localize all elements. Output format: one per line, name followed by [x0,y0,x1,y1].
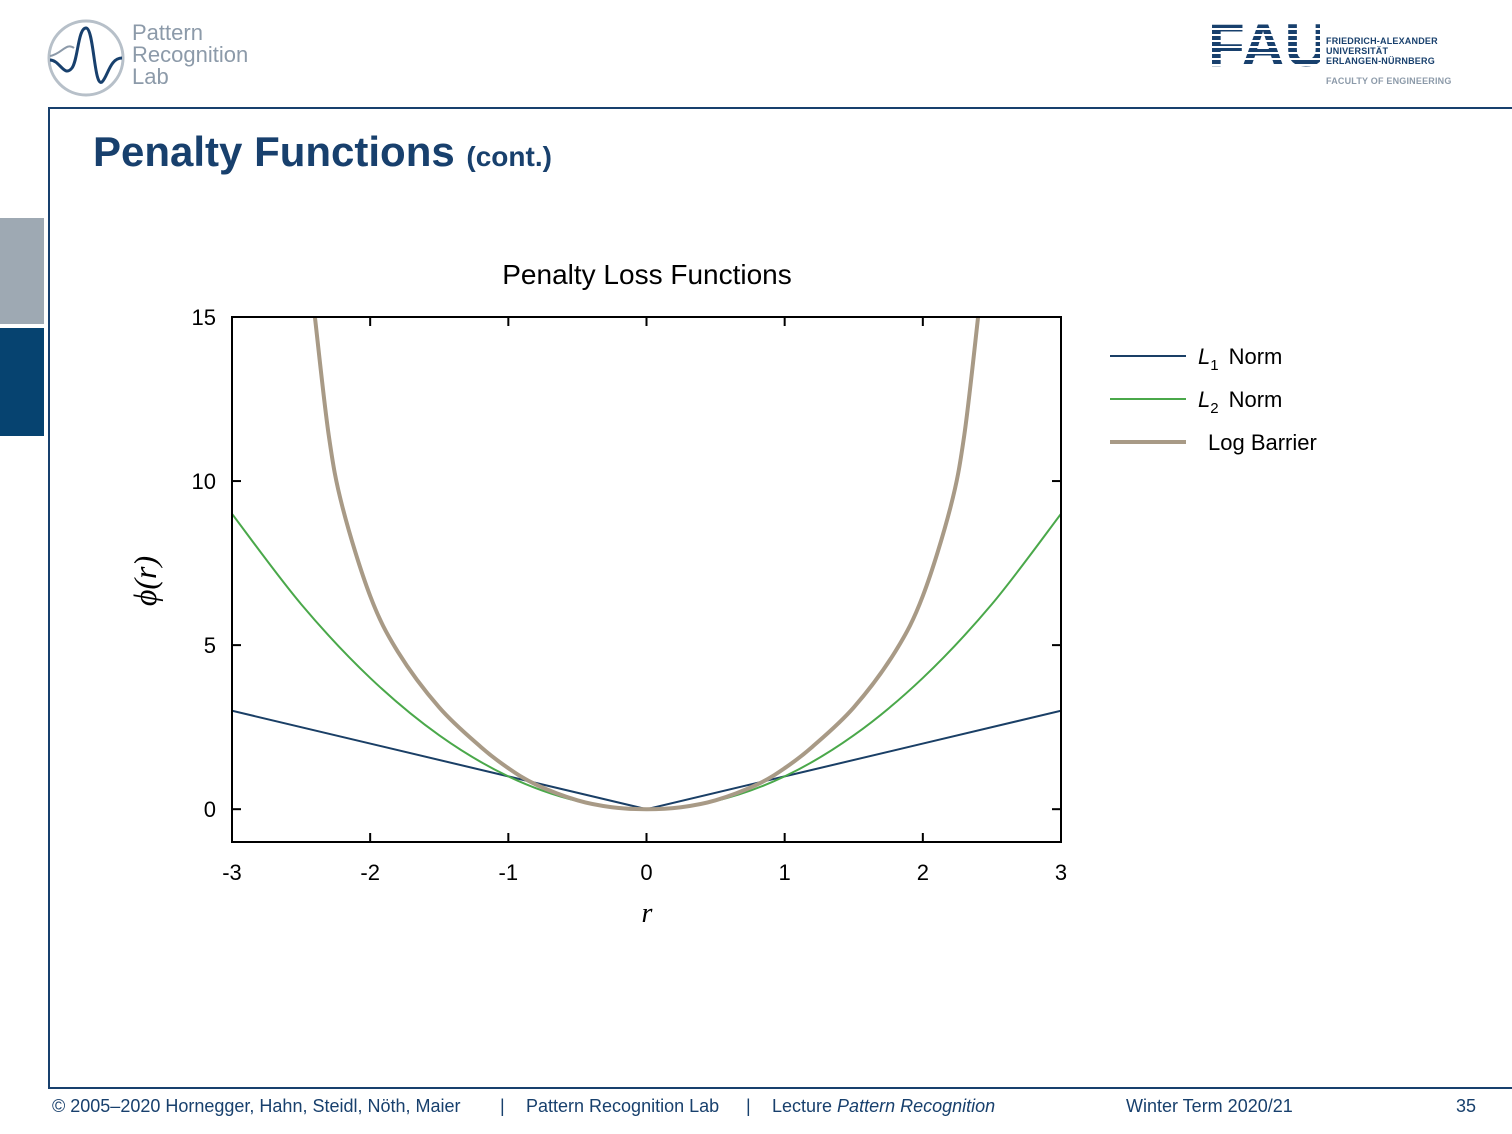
x-axis-label: r [642,898,653,929]
wave-logo-icon [47,19,125,97]
footer-copyright: © 2005–2020 Hornegger, Hahn, Steidl, Nöt… [52,1096,461,1116]
legend-text: Norm [1229,344,1283,369]
chart-title: Penalty Loss Functions [502,259,792,290]
lab-logo-line-3: Lab [132,64,169,89]
plot-frame [231,316,1062,843]
lab-logo-line-1: Pattern [132,20,203,45]
footer-lecture-name: Pattern Recognition [837,1096,996,1116]
legend-subscript: 1 [1210,357,1218,374]
x-tick-label: -3 [222,860,242,885]
legend-label: L2 Norm [1198,387,1282,417]
x-tick-label: 3 [1055,860,1067,885]
x-tick-label: -1 [499,860,519,885]
lab-logo-line-2: Recognition [132,42,249,67]
x-tick-label: -2 [360,860,380,885]
y-tick-label: 0 [204,797,216,822]
legend-label: L1 Norm [1198,344,1282,374]
footer-separator-1: | [500,1096,505,1116]
lab-logo: Pattern Recognition Lab [46,18,286,98]
y-axis-label: ϕ(r) [127,556,163,606]
series-log-barrier-line [312,317,981,812]
legend-symbol: L [1198,387,1210,412]
x-tick-label: 0 [640,860,652,885]
frame-bottom-rule [48,1087,1512,1089]
frame-top-rule [48,107,1512,109]
legend-text: Norm [1229,387,1283,412]
university-name-line-1: FRIEDRICH-ALEXANDER [1326,36,1438,46]
fau-mark: FAU [1208,18,1320,70]
university-name: FRIEDRICH-ALEXANDER UNIVERSITÄT ERLANGEN… [1326,36,1438,66]
university-logo: FAU FRIEDRICH-ALEXANDER UNIVERSITÄT ERLA… [1208,18,1468,90]
fau-logo-icon: FAU [1208,18,1320,70]
faculty-name: FACULTY OF ENGINEERING [1326,76,1452,86]
series-layer [232,317,1061,812]
footer-term: Winter Term 2020/21 [1126,1096,1293,1116]
footer-lab: Pattern Recognition Lab [526,1096,720,1116]
footer-lecture-prefix: Lecture [772,1096,838,1116]
frame-left-rule [48,107,50,1089]
series-l1-norm-line [232,709,1061,811]
slide-title-suffix: (cont.) [466,141,552,172]
side-tab-grey [0,218,44,324]
legend-symbol: L [1198,344,1210,369]
y-tick-label: 10 [192,469,216,494]
legend-subscript: 2 [1210,400,1218,417]
x-tick-label: 2 [917,860,929,885]
footer-page-number: 35 [1456,1096,1477,1116]
side-tab-blue [0,328,44,436]
slide-title-main: Penalty Functions [93,128,455,175]
slide-title: Penalty Functions (cont.) [93,128,552,176]
lab-logo-text: Pattern Recognition Lab [132,22,248,88]
y-tick-label: 15 [192,305,216,330]
x-tick-label: 1 [779,860,791,885]
footer-lecture: Lecture Pattern Recognition [772,1096,995,1117]
footer-separator-2: | [746,1096,751,1116]
y-tick-label: 5 [204,633,216,658]
university-name-line-2: UNIVERSITÄT [1326,46,1389,56]
legend-label: Log Barrier [1208,430,1317,455]
axes-layer: -3 -2 -1 0 1 2 3 0 5 10 15 [192,305,1068,885]
university-name-line-3: ERLANGEN-NÜRNBERG [1326,56,1435,66]
